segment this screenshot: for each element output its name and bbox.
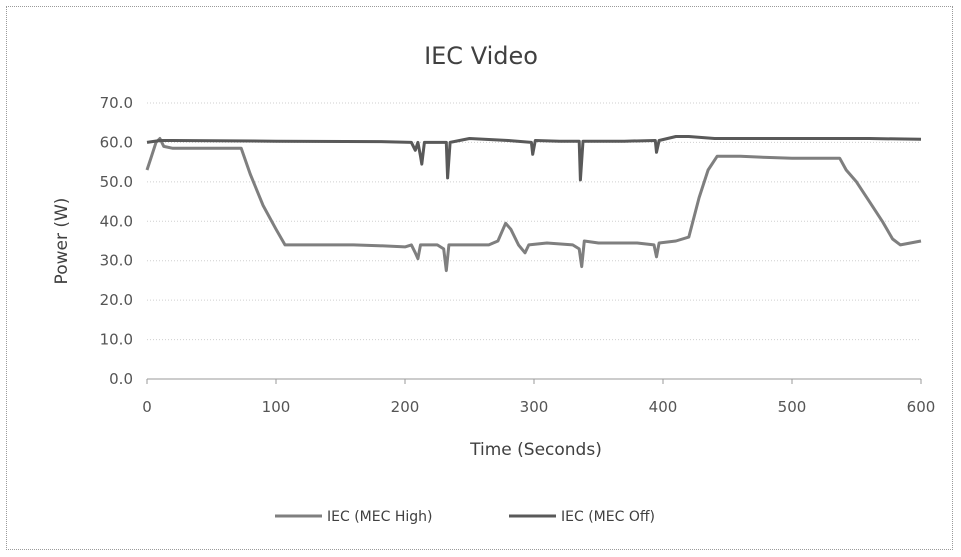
- y-tick-labels: 0.0 10.0 20.0 30.0 40.0 50.0 60.0 70.0: [100, 94, 133, 388]
- line-chart: IEC Video 0.0 10.0 20.0 30.0 40.0 50.0 60.0 70.…: [52, 42, 935, 525]
- legend: IEC (MEC High) IEC (MEC Off): [275, 509, 655, 525]
- series-line-1: [145, 137, 922, 273]
- chart-frame: IEC Video 0.0 10.0 20.0 30.0 40.0 50.0 60.0 70.…: [6, 6, 953, 550]
- legend-label-1: IEC (MEC High): [327, 509, 432, 525]
- series-line-2: [146, 135, 922, 182]
- y-tick-label: 30.0: [100, 252, 133, 270]
- y-tick-label: 0.0: [109, 370, 133, 388]
- x-tick-label: 600: [907, 398, 936, 416]
- series-lines: [145, 135, 922, 273]
- x-axis-title: Time (Seconds): [469, 440, 602, 460]
- y-tick-label: 20.0: [100, 291, 133, 309]
- y-tick-label: 50.0: [100, 173, 133, 191]
- y-tick-label: 60.0: [100, 133, 133, 151]
- y-tick-label: 70.0: [100, 94, 133, 112]
- axes: [146, 378, 922, 384]
- legend-label-2: IEC (MEC Off): [561, 509, 655, 525]
- x-tick-label: 400: [649, 398, 678, 416]
- y-tick-label: 40.0: [100, 212, 133, 230]
- y-tick-label: 10.0: [100, 331, 133, 349]
- y-axis-title: Power (W): [52, 198, 72, 285]
- chart-title: IEC Video: [424, 42, 538, 70]
- x-tick-label: 300: [520, 398, 549, 416]
- x-tick-label: 100: [262, 398, 291, 416]
- x-tick-label: 0: [142, 398, 152, 416]
- x-tick-label: 500: [778, 398, 807, 416]
- x-tick-label: 200: [391, 398, 420, 416]
- x-tick-labels: 0 100 200 300 400 500 600: [142, 398, 935, 416]
